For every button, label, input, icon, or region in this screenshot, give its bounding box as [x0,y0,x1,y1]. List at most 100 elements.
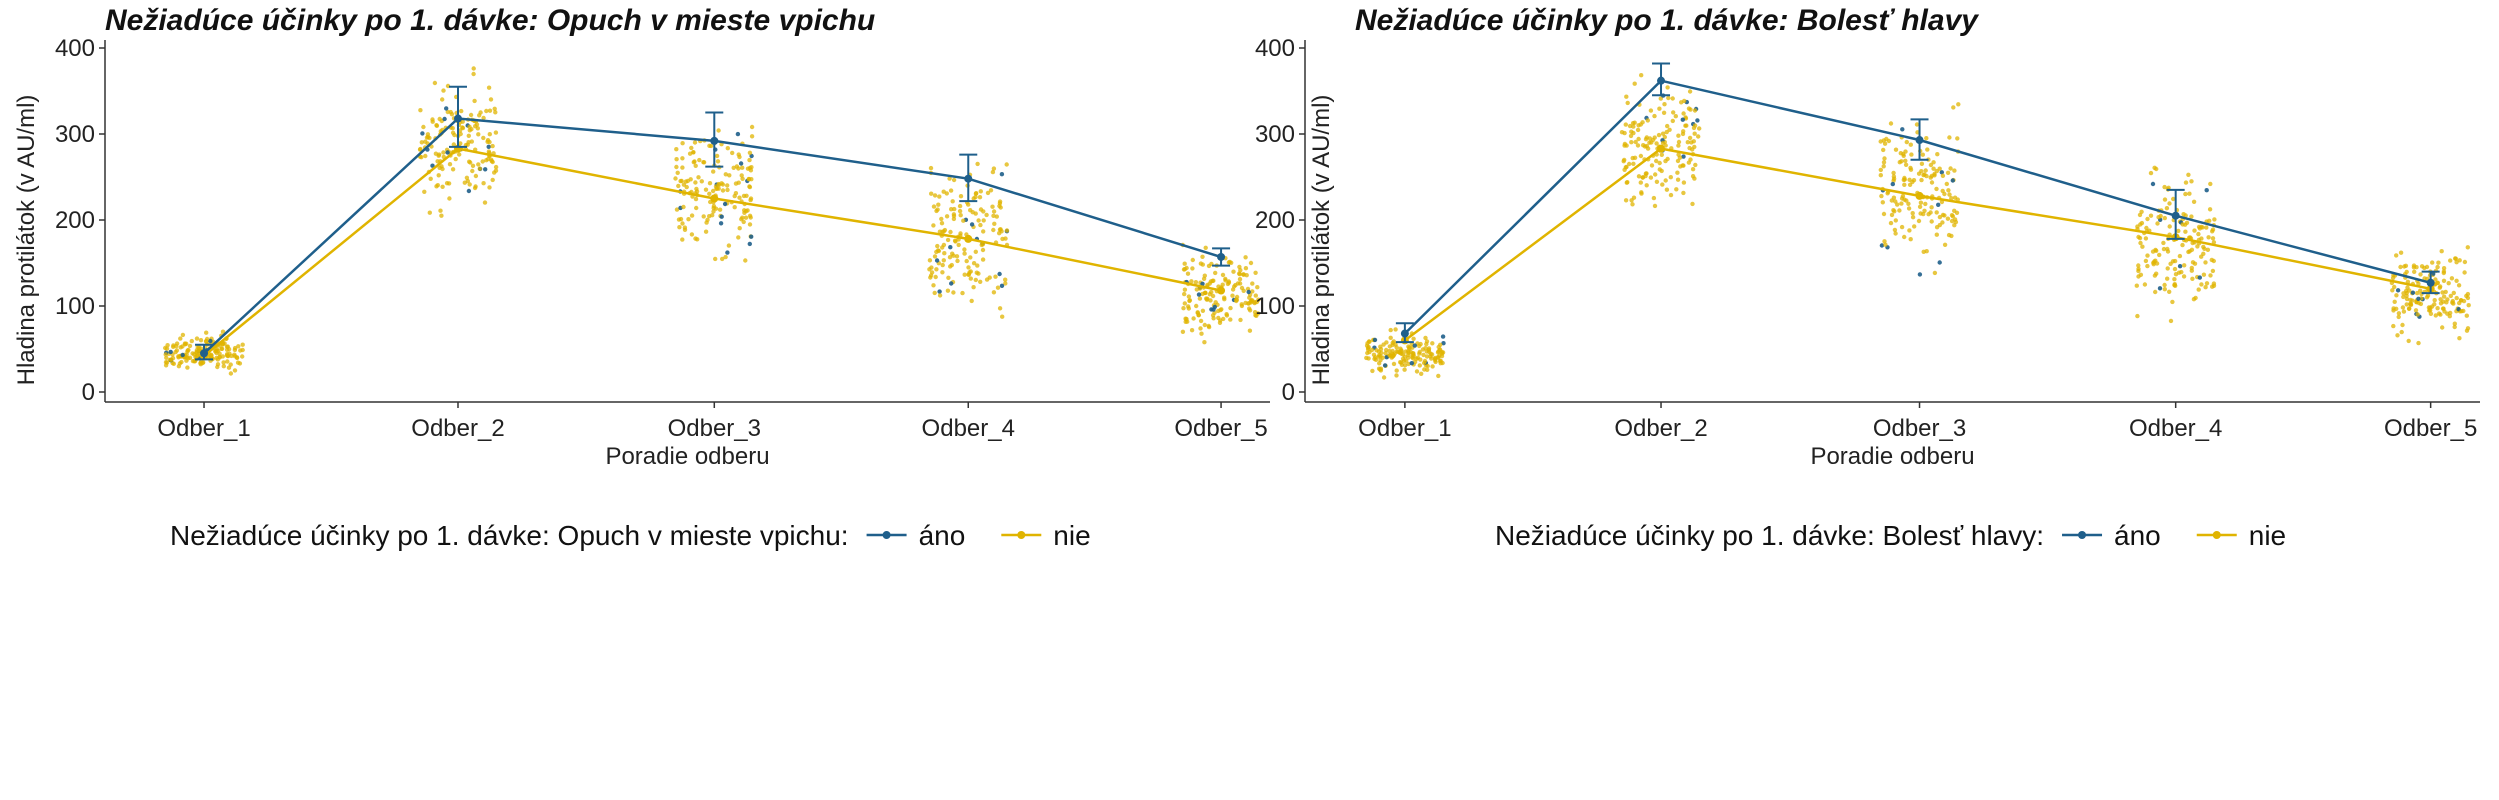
data-point [1411,336,1416,341]
data-point [2408,301,2414,307]
data-point [1636,174,1642,179]
data-point [187,343,193,349]
data-point [217,351,222,356]
data-point [1252,310,1258,315]
data-point [1213,300,1218,305]
data-point [2396,311,2402,316]
data-point [1881,138,1887,143]
data-point [2428,311,2434,316]
data-point [1950,214,1956,219]
data-point [419,140,424,145]
data-point [951,216,957,222]
data-point [977,195,983,200]
data-point [468,160,473,165]
data-point [2199,254,2204,259]
data-point [2165,276,2170,281]
data-point [929,265,934,270]
data-point [180,352,185,358]
data-point [2391,308,2396,313]
data-point [2210,229,2215,234]
data-point [964,258,969,264]
data-point [483,167,488,172]
data-point [951,290,956,295]
data-point [1878,173,1884,178]
data-point [1241,272,1246,277]
data-point [2162,215,2167,221]
data-point [935,243,940,249]
data-point [1681,129,1686,134]
data-point [2403,288,2409,294]
data-point [962,247,967,252]
data-point [221,360,226,365]
data-point [2404,296,2410,302]
data-point [1684,123,1689,128]
data-point [1666,95,1671,101]
data-point [470,168,475,174]
data-point [436,173,441,178]
data-point [1893,218,1899,223]
data-point [1226,279,1232,284]
data-point [1879,193,1884,199]
data-point [493,168,499,173]
data-point [1648,108,1654,113]
data-point [1906,206,1912,211]
data-point [2172,282,2177,288]
chart-panel-1: Nežiadúce účinky po 1. dávke: Opuch v mi… [13,4,1270,551]
legend-title: Nežiadúce účinky po 1. dávke: Bolesť hla… [1495,520,2044,551]
data-point [1888,121,1894,126]
data-point [1198,318,1204,324]
data-point [2168,318,2174,324]
data-point [1890,181,1896,187]
data-point [2138,222,2143,227]
data-point [1652,203,1658,209]
data-point [2151,262,2156,267]
data-point [163,360,169,365]
data-point [962,272,967,277]
data-point [2157,252,2162,258]
data-point [981,229,986,234]
data-point [2207,207,2213,212]
data-point [219,346,224,351]
data-point [942,251,947,256]
data-point [1662,102,1667,107]
data-point [1892,227,1898,233]
data-point [927,258,933,263]
data-point [992,221,997,226]
data-point [240,347,245,353]
data-point [2394,293,2399,298]
data-point [732,205,737,210]
data-point [733,191,739,196]
data-point [1923,168,1928,173]
data-point [1367,339,1372,344]
data-point [674,207,680,212]
data-point [680,221,685,226]
data-point [1398,346,1403,351]
data-point [2189,247,2195,252]
data-point [1660,182,1665,187]
data-point [1934,186,1939,192]
data-point [1955,136,1960,141]
data-point [2436,260,2441,265]
data-point [1388,352,1393,357]
data-point [1687,89,1693,94]
data-point [1000,314,1005,319]
data-point [1181,267,1187,272]
data-point [2451,290,2456,296]
data-point [978,189,983,194]
data-point [1692,108,1698,113]
data-point [1651,195,1657,201]
data-point [692,140,698,145]
data-point [2212,217,2217,222]
data-point [1003,277,1008,282]
data-point [2441,266,2447,271]
data-point [2401,294,2406,300]
data-point [2172,266,2178,272]
data-point [2208,273,2213,278]
legend-key-point [1017,531,1026,539]
data-point [1410,356,1416,361]
data-point [1688,157,1693,162]
data-point [934,267,939,272]
data-point [2168,261,2173,266]
data-point [1899,224,1905,230]
data-point [1931,166,1936,171]
